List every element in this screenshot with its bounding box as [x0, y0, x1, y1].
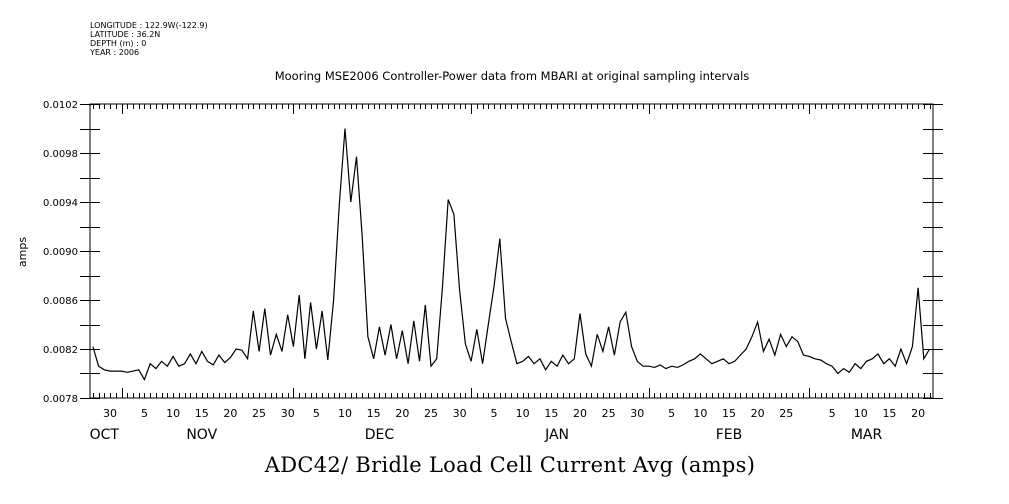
x-tick-label: 10 — [693, 407, 707, 420]
year-label: YEAR : 2006 — [90, 48, 140, 57]
x-tick-label: 5 — [829, 407, 836, 420]
y-tick-label: 0.0082 — [43, 345, 78, 356]
y-tick-label: 0.0098 — [43, 149, 78, 160]
data-line — [92, 128, 931, 382]
latitude-label: LATITUDE : 36.2N — [90, 30, 161, 39]
month-label: NOV — [186, 427, 217, 443]
y-axis-title: amps — [16, 237, 29, 267]
x-tick-label: 5 — [313, 407, 320, 420]
x-tick-label: 25 — [779, 407, 793, 420]
x-tick-label: 20 — [395, 407, 409, 420]
x-tick-label: 15 — [882, 407, 896, 420]
x-tick-label: 20 — [911, 407, 925, 420]
x-tick-label: 30 — [630, 407, 644, 420]
month-label: JAN — [544, 427, 569, 443]
y-tick-label: 0.0102 — [43, 100, 78, 111]
x-tick-label: 15 — [367, 407, 381, 420]
x-tick-label: 30 — [281, 407, 295, 420]
x-tick-label: 10 — [516, 407, 530, 420]
x-tick-label: 20 — [573, 407, 587, 420]
x-tick-label: 25 — [252, 407, 266, 420]
x-axis-title: ADC42/ Bridle Load Cell Current Avg (amp… — [264, 453, 756, 477]
y-tick-label: 0.0090 — [43, 247, 78, 258]
x-tick-label: 5 — [491, 407, 498, 420]
x-tick-label: 30 — [453, 407, 467, 420]
month-label: OCT — [90, 427, 120, 443]
chart-title: Mooring MSE2006 Controller-Power data fr… — [274, 69, 750, 83]
x-tick-label: 10 — [854, 407, 868, 420]
depth-label: DEPTH (m) : 0 — [90, 39, 147, 48]
month-label: MAR — [851, 427, 883, 443]
month-label: DEC — [365, 427, 395, 443]
month-label: FEB — [716, 427, 743, 443]
y-tick-label: 0.0078 — [43, 394, 78, 405]
x-tick-label: 15 — [722, 407, 736, 420]
x-tick-label: 25 — [602, 407, 616, 420]
x-tick-label: 20 — [223, 407, 237, 420]
plot-frame — [89, 103, 934, 399]
x-tick-label: 5 — [668, 407, 675, 420]
x-tick-label: 20 — [751, 407, 765, 420]
y-tick-label: 0.0086 — [43, 296, 78, 307]
x-tick-label: 10 — [166, 407, 180, 420]
x-tick-label: 15 — [195, 407, 209, 420]
y-tick-label: 0.0094 — [43, 198, 78, 209]
x-tick-label: 25 — [424, 407, 438, 420]
x-tick-label: 5 — [141, 407, 148, 420]
x-tick-label: 15 — [544, 407, 558, 420]
x-tick-label: 30 — [103, 407, 117, 420]
longitude-label: LONGITUDE : 122.9W(-122.9) — [90, 21, 208, 30]
x-tick-label: 10 — [338, 407, 352, 420]
